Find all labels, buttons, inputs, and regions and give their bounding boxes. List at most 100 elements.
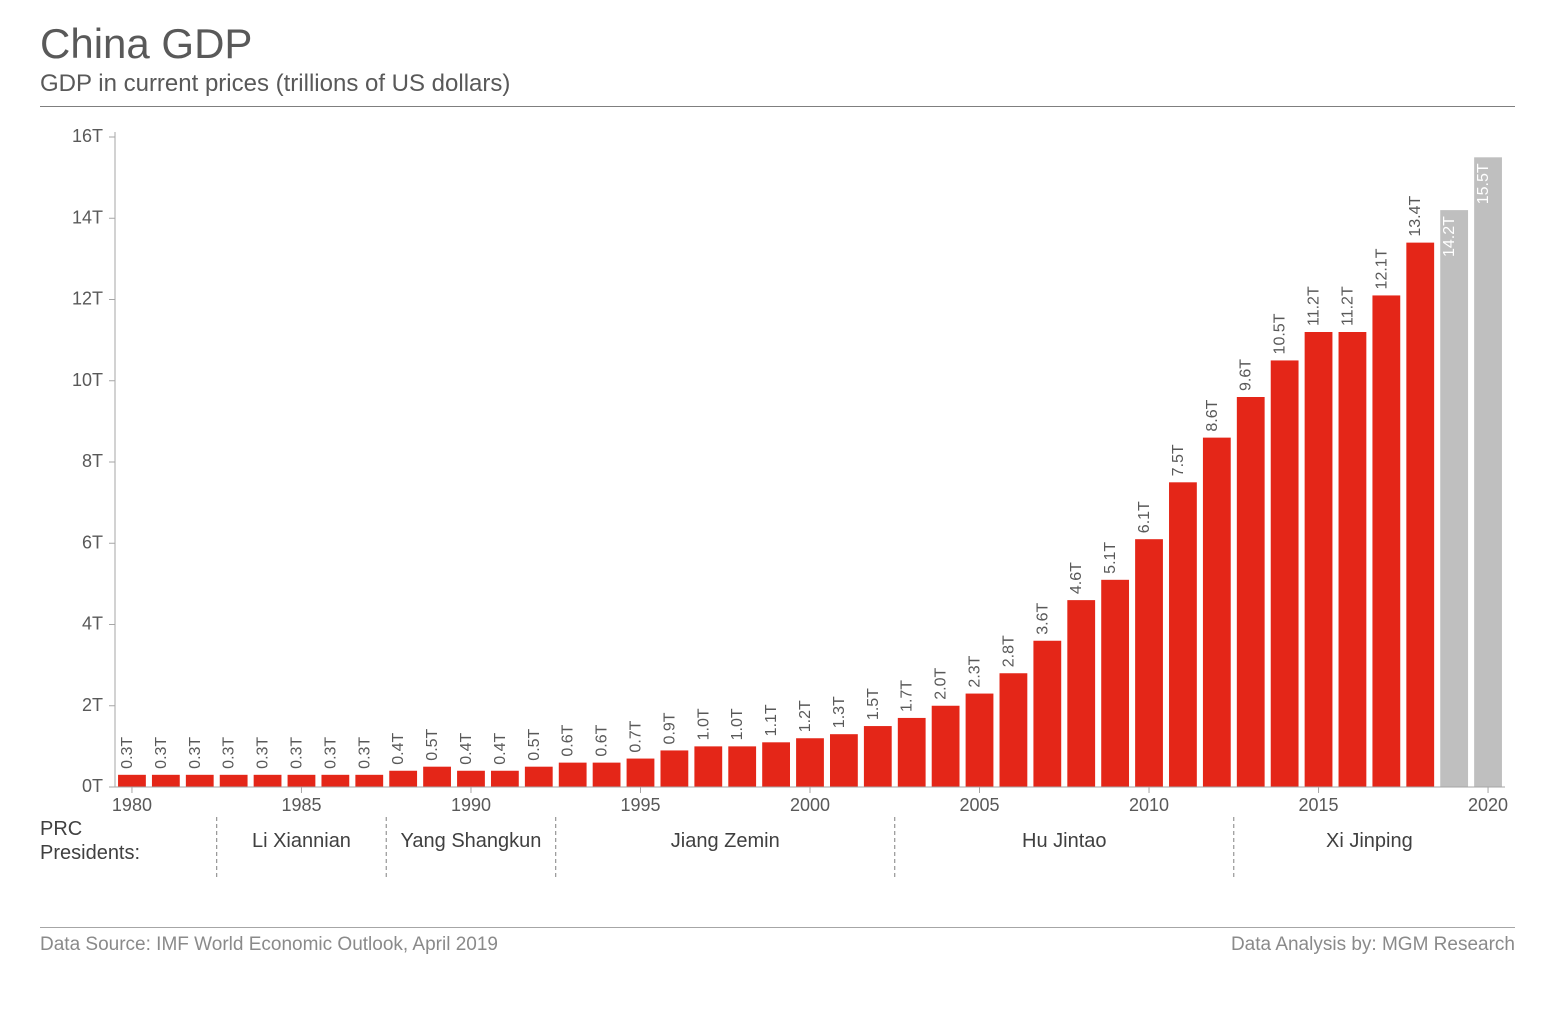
bar-value: 6.1T: [1136, 501, 1153, 533]
bar-value: 1.5T: [865, 688, 882, 720]
bar: [457, 771, 485, 787]
bar-value: 0.3T: [221, 737, 238, 769]
bar-value: 0.3T: [187, 737, 204, 769]
bar: [1000, 673, 1028, 787]
bar: [864, 726, 892, 787]
svg-text:2T: 2T: [82, 695, 103, 715]
president-label: Yang Shangkun: [401, 830, 542, 852]
bar-value: 0.3T: [322, 737, 339, 769]
bar-value: 2.8T: [1000, 635, 1017, 667]
svg-text:10T: 10T: [72, 370, 103, 390]
bar-value: 0.3T: [356, 737, 373, 769]
bar: [1169, 482, 1197, 787]
bar: [321, 775, 349, 787]
bar: [830, 734, 858, 787]
bar: [220, 775, 248, 787]
bar-value: 0.5T: [424, 728, 441, 760]
bar-value: 0.3T: [153, 737, 170, 769]
x-axis-label: 2005: [959, 795, 999, 815]
bar: [186, 775, 214, 787]
bar-value: 4.6T: [1068, 562, 1085, 594]
bar-value: 0.7T: [627, 720, 644, 752]
bar-value: 1.2T: [797, 700, 814, 732]
president-label: Hu Jintao: [1022, 830, 1107, 852]
x-axis-label: 1995: [620, 795, 660, 815]
bar: [1474, 157, 1502, 787]
footer-source: Data Source: IMF World Economic Outlook,…: [40, 934, 498, 956]
header-divider: [40, 106, 1515, 107]
svg-text:0T: 0T: [82, 776, 103, 796]
bar: [762, 742, 790, 787]
bar-value: 1.7T: [899, 680, 916, 712]
chart-area: 0T2T4T6T8T10T12T14T16T0.3T0.3T0.3T0.3T0.…: [40, 117, 1515, 907]
x-axis-label: 1990: [451, 795, 491, 815]
bar-value: 11.2T: [1339, 286, 1356, 326]
bar-value: 15.5T: [1475, 163, 1492, 204]
bar-value: 0.4T: [458, 733, 475, 765]
bar: [1271, 360, 1299, 787]
bar: [627, 759, 655, 787]
bar: [1305, 332, 1333, 787]
bar-value: 12.1T: [1373, 248, 1390, 289]
bar-value: 0.3T: [255, 737, 272, 769]
bar-value: 0.5T: [526, 728, 543, 760]
bar-value: 0.4T: [390, 733, 407, 765]
x-axis-label: 2015: [1299, 795, 1339, 815]
bar: [1033, 641, 1061, 787]
bar-value: 10.5T: [1272, 313, 1289, 354]
bar: [1203, 438, 1231, 787]
bar-value: 14.2T: [1441, 216, 1458, 257]
svg-text:14T: 14T: [72, 207, 103, 227]
bar-value: 0.9T: [661, 712, 678, 744]
svg-text:6T: 6T: [82, 532, 103, 552]
bar: [932, 706, 960, 787]
bar-value: 9.6T: [1238, 359, 1255, 391]
bar-value: 1.0T: [729, 708, 746, 740]
x-axis-label: 1985: [281, 795, 321, 815]
president-label: Jiang Zemin: [671, 830, 780, 852]
bar: [1101, 580, 1129, 787]
bar-value: 0.6T: [594, 724, 611, 756]
bar-value: 1.0T: [695, 708, 712, 740]
chart-title: China GDP: [40, 20, 1515, 68]
presidents-heading: PRCPresidents:: [40, 818, 140, 864]
bar: [1372, 295, 1400, 787]
bar: [491, 771, 519, 787]
svg-text:8T: 8T: [82, 451, 103, 471]
bar: [593, 763, 621, 787]
bar-value: 0.4T: [492, 733, 509, 765]
bar: [1237, 397, 1265, 787]
footer-analysis: Data Analysis by: MGM Research: [1231, 934, 1515, 956]
bar: [423, 767, 451, 787]
x-axis-label: 2000: [790, 795, 830, 815]
bar-value: 0.3T: [119, 737, 136, 769]
bar: [1135, 539, 1163, 787]
president-label: Xi Jinping: [1326, 830, 1413, 852]
bar: [525, 767, 553, 787]
bar: [288, 775, 316, 787]
bar-value: 13.4T: [1407, 195, 1424, 236]
chart-subtitle: GDP in current prices (trillions of US d…: [40, 70, 1515, 98]
x-axis-label: 1980: [112, 795, 152, 815]
bar: [796, 738, 824, 787]
bar: [355, 775, 383, 787]
bar: [254, 775, 282, 787]
x-axis-label: 2010: [1129, 795, 1169, 815]
bar-value: 1.1T: [763, 704, 780, 736]
bar: [966, 694, 994, 787]
bar: [389, 771, 417, 787]
bar: [1440, 210, 1468, 787]
bar: [152, 775, 180, 787]
bar: [1339, 332, 1367, 787]
bar: [898, 718, 926, 787]
bar-value: 3.6T: [1034, 603, 1051, 635]
bar-value: 8.6T: [1204, 399, 1221, 431]
svg-text:16T: 16T: [72, 126, 103, 146]
bar: [728, 746, 756, 787]
bar-value: 2.0T: [933, 668, 950, 700]
bar-value: 11.2T: [1306, 286, 1323, 326]
footer-divider: [40, 927, 1515, 928]
x-axis-label: 2020: [1468, 795, 1508, 815]
president-label: Li Xiannian: [252, 830, 351, 852]
svg-text:12T: 12T: [72, 289, 103, 309]
